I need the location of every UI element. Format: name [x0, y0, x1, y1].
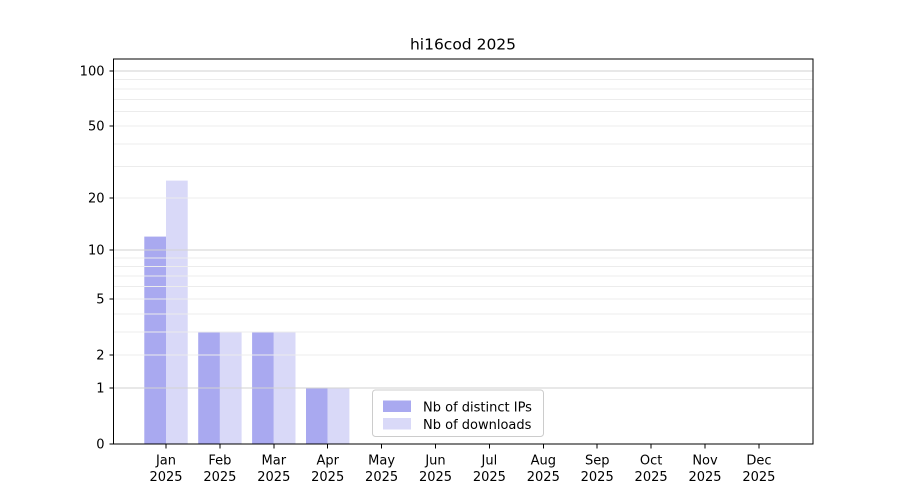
x-tick-label-month-oct-2025: Oct [640, 454, 662, 469]
x-tick-label-year-feb-2025: 2025 [203, 470, 236, 485]
x-tick-label-month-apr-2025: Apr [316, 454, 339, 469]
x-tick-label-month-jul-2025: Jul [481, 454, 498, 469]
bar-nb-of-downloads-jan-2025 [166, 180, 188, 444]
bar-nb-of-distinct-ips-apr-2025 [306, 387, 328, 444]
x-tick-label-year-aug-2025: 2025 [527, 470, 560, 485]
x-tick-label-year-oct-2025: 2025 [635, 470, 668, 485]
x-tick-label-month-sep-2025: Sep [585, 454, 610, 469]
y-tick-label-10: 10 [88, 244, 105, 259]
y-tick-label-1: 1 [96, 381, 104, 396]
x-tick-label-year-nov-2025: 2025 [688, 470, 721, 485]
x-tick-label-year-mar-2025: 2025 [257, 470, 290, 485]
x-tick-label-year-may-2025: 2025 [365, 470, 398, 485]
y-tick-label-50: 50 [88, 120, 105, 135]
x-tick-label-month-aug-2025: Aug [531, 454, 556, 469]
x-tick-label-year-dec-2025: 2025 [742, 470, 775, 485]
y-tick-label-2: 2 [96, 349, 104, 364]
legend: Nb of distinct IPs Nb of downloads [372, 389, 544, 437]
bar-nb-of-distinct-ips-jan-2025 [144, 236, 166, 444]
y-tick-label-5: 5 [96, 293, 104, 308]
x-tick-label-year-jul-2025: 2025 [473, 470, 506, 485]
x-tick-label-year-jun-2025: 2025 [419, 470, 452, 485]
y-tick-label-20: 20 [88, 191, 105, 206]
legend-box [372, 389, 544, 437]
plot-border [113, 58, 814, 445]
chart-title: hi16cod 2025 [410, 36, 516, 54]
x-tick-label-year-jan-2025: 2025 [149, 470, 182, 485]
x-tick-label-month-feb-2025: Feb [208, 454, 231, 469]
legend-swatch-distinct-ips [383, 400, 411, 412]
x-tick-label-month-jun-2025: Jun [424, 454, 445, 469]
x-tick-label-month-jan-2025: Jan [155, 454, 176, 469]
grid-layer [113, 70, 813, 389]
x-tick-label-year-sep-2025: 2025 [581, 470, 614, 485]
y-tick-label-0: 0 [96, 437, 104, 452]
legend-label-downloads: Nb of downloads [423, 418, 532, 433]
ticks-layer: 0125102050100Jan2025Feb2025Mar2025Apr202… [80, 65, 776, 486]
x-tick-label-year-apr-2025: 2025 [311, 470, 344, 485]
x-tick-label-month-may-2025: May [368, 454, 395, 469]
legend-swatch-downloads [383, 418, 411, 430]
legend-label-distinct-ips: Nb of distinct IPs [423, 401, 532, 416]
bar-nb-of-downloads-apr-2025 [327, 387, 350, 444]
x-tick-label-month-nov-2025: Nov [692, 454, 718, 469]
x-tick-label-month-dec-2025: Dec [746, 454, 771, 469]
x-tick-label-month-mar-2025: Mar [262, 454, 287, 469]
bars-layer [144, 180, 350, 444]
y-tick-label-100: 100 [80, 65, 105, 80]
